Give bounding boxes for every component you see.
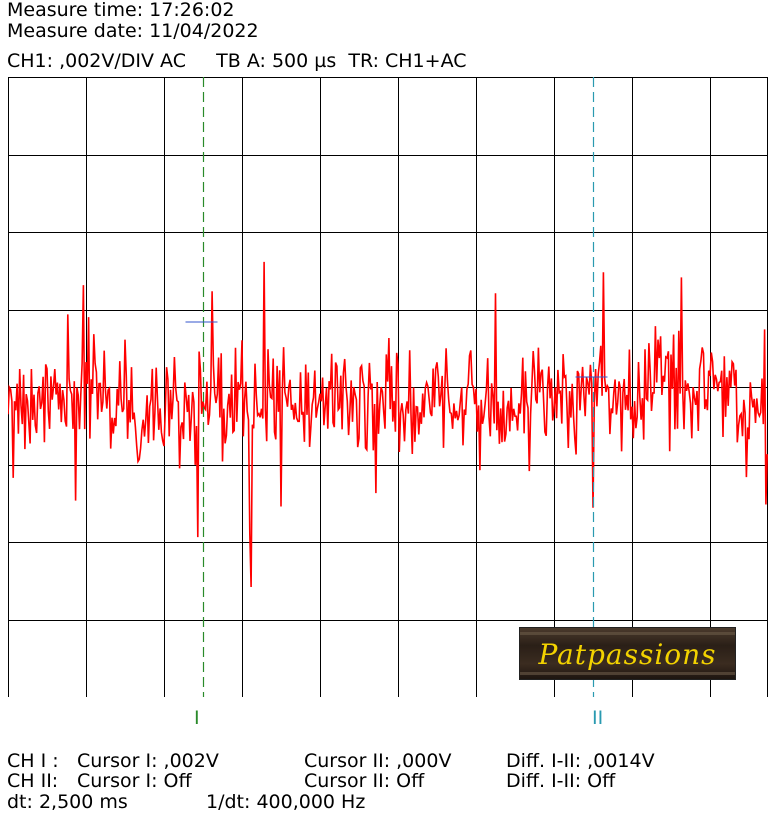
cursor-2-marker: II	[592, 707, 604, 729]
inverse-dt-value: 1/dt: 400,000 Hz	[206, 791, 366, 813]
ch1-diff-value: Diff. I-II: ,0014V	[506, 750, 655, 772]
channel-settings: CH1: ,002V/DIV AC TB A: 500 µs TR: CH1+A…	[7, 50, 467, 72]
ch2-cursor1-value: Cursor I: Off	[77, 770, 192, 792]
ch1-label: CH I :	[7, 750, 59, 772]
logo-text: Patpassions	[538, 638, 717, 671]
oscilloscope-screen	[8, 77, 768, 697]
cursor-lines	[185, 77, 608, 697]
ch1-cursor2-value: Cursor II: ,000V	[304, 750, 452, 772]
signal-trace	[8, 261, 768, 588]
measure-date: Measure date: 11/04/2022	[7, 20, 259, 42]
cursor-1-marker: I	[194, 707, 200, 729]
dt-value: dt: 2,500 ms	[7, 791, 128, 813]
measure-time: Measure time: 17:26:02	[7, 0, 235, 21]
ch2-cursor2-value: Cursor II: Off	[304, 770, 425, 792]
ch2-diff-value: Diff. I-II: Off	[506, 770, 616, 792]
trace-line	[8, 261, 768, 588]
patpassions-logo: Patpassions	[519, 627, 736, 680]
ch1-cursor1-value: Cursor I: ,002V	[77, 750, 219, 772]
ch2-label: CH II:	[7, 770, 59, 792]
